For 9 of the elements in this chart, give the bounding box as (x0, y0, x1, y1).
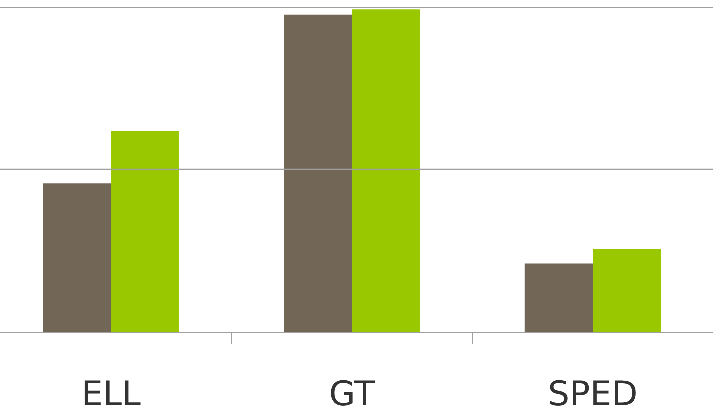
bar (593, 250, 662, 332)
bar (111, 131, 180, 332)
bar (43, 184, 112, 332)
x-tick-label: GT (329, 374, 376, 414)
x-tick-label: ELL (82, 374, 142, 414)
bar (524, 264, 594, 332)
bar (352, 10, 420, 332)
x-tick-label: SPED (548, 374, 638, 414)
bar (284, 14, 352, 332)
